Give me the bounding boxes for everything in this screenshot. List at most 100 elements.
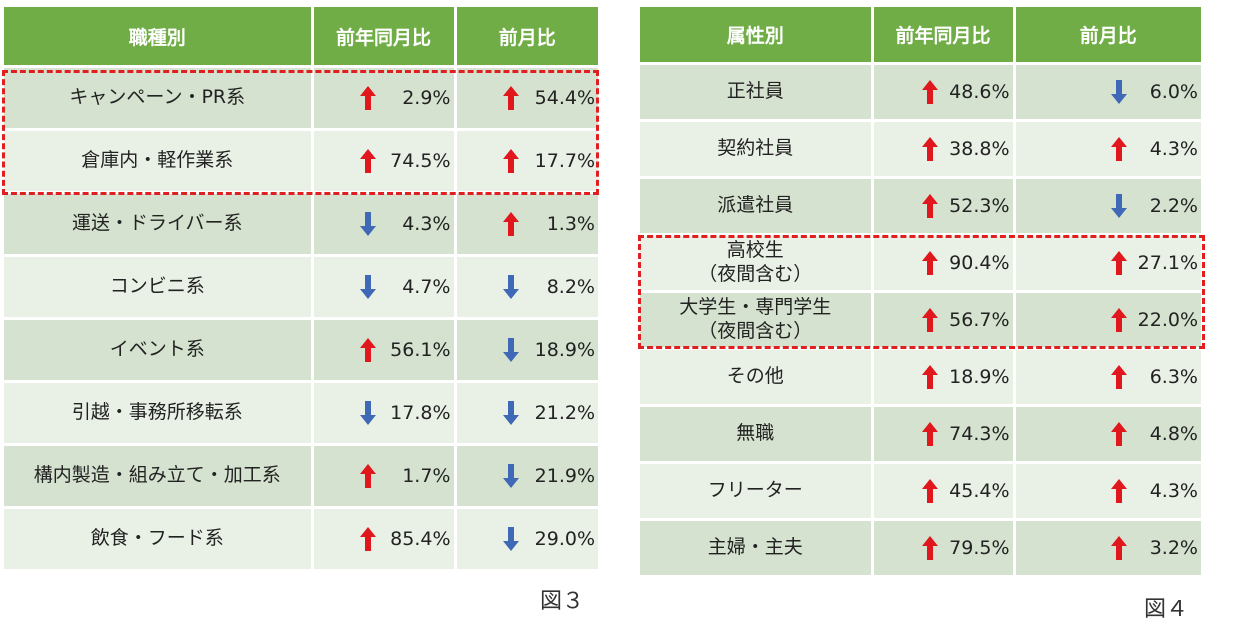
row-label: 高校生 （夜間含む） <box>640 234 874 293</box>
mom-value: 1.3% <box>546 213 595 235</box>
mom-value: 18.9% <box>534 339 595 361</box>
arrow-up-icon <box>1110 137 1127 161</box>
mom-cell: 4.3% <box>1014 462 1201 521</box>
arrow-up-icon <box>1110 251 1127 275</box>
row-label-subtext: （夜間含む） <box>698 263 813 285</box>
arrow-down-icon <box>502 464 519 488</box>
row-label: 大学生・専門学生 （夜間含む） <box>640 291 874 350</box>
yoy-cell: 4.7% <box>312 255 457 320</box>
yoy-cell: 74.3% <box>872 405 1016 464</box>
table-row: 飲食・フード系 85.4% 29.0% <box>4 507 598 572</box>
yoy-cell: 85.4% <box>312 507 457 572</box>
figure4-caption: 図４ <box>1144 597 1189 622</box>
arrow-up-icon <box>921 80 938 104</box>
yoy-cell: 56.7% <box>872 291 1016 350</box>
arrow-up-icon <box>921 194 938 218</box>
arrow-up-icon <box>502 212 519 236</box>
header-mom: 前月比 <box>1014 7 1201 65</box>
arrow-up-icon <box>1110 479 1127 503</box>
arrow-down-icon <box>1110 194 1127 218</box>
table-row: 構内製造・組み立て・加工系 1.7% 21.9% <box>4 444 598 509</box>
yoy-cell: 18.9% <box>872 348 1016 407</box>
yoy-cell: 17.8% <box>312 381 457 446</box>
mom-cell: 6.3% <box>1014 348 1201 407</box>
mom-value: 4.8% <box>1149 423 1198 445</box>
arrow-down-icon <box>502 275 519 299</box>
mom-cell: 18.9% <box>455 318 598 383</box>
row-label-text: フリーター <box>707 479 803 502</box>
mom-cell: 27.1% <box>1014 234 1201 293</box>
yoy-value: 85.4% <box>390 528 451 550</box>
row-label-subtext: （夜間含む） <box>698 320 813 342</box>
mom-cell: 1.3% <box>455 192 598 257</box>
table-row: 正社員 48.6% 6.0% <box>640 63 1201 122</box>
table-row: イベント系 56.1% 18.9% <box>4 318 598 383</box>
row-label: その他 <box>640 348 874 407</box>
arrow-up-icon <box>921 251 938 275</box>
mom-value: 2.2% <box>1149 195 1198 217</box>
row-label-text: 契約社員 <box>717 137 794 160</box>
row-label: 引越・事務所移転系 <box>4 381 314 446</box>
arrow-up-icon <box>1110 308 1127 332</box>
figure3-rows: キャンペーン・PR系 2.9% 54.4% 倉庫内・軽作業系 74.5% 17.7% 運送・… <box>4 66 598 572</box>
mom-value: 6.0% <box>1149 81 1198 103</box>
arrow-up-icon <box>359 338 376 362</box>
row-label-text: 引越・事務所移転系 <box>71 401 243 424</box>
yoy-cell: 4.3% <box>312 192 457 257</box>
table-row: フリーター 45.4% 4.3% <box>640 462 1201 521</box>
table-row: キャンペーン・PR系 2.9% 54.4% <box>4 66 598 131</box>
yoy-value: 4.3% <box>402 213 451 235</box>
table-row: 倉庫内・軽作業系 74.5% 17.7% <box>4 129 598 194</box>
header-attribute: 属性別 <box>640 7 874 65</box>
row-label: 構内製造・組み立て・加工系 <box>4 444 314 509</box>
table-row: 引越・事務所移転系 17.8% 21.2% <box>4 381 598 446</box>
yoy-value: 56.7% <box>949 309 1010 331</box>
row-label-text: 高校生 <box>726 239 784 262</box>
row-label-text: コンビニ系 <box>109 275 205 298</box>
arrow-up-icon <box>1110 422 1127 446</box>
yoy-value: 90.4% <box>949 252 1010 274</box>
arrow-down-icon <box>502 527 519 551</box>
arrow-up-icon <box>502 149 519 173</box>
arrow-down-icon <box>359 401 376 425</box>
row-label-text: 無職 <box>736 422 775 445</box>
mom-cell: 6.0% <box>1014 63 1201 122</box>
arrow-up-icon <box>921 479 938 503</box>
yoy-cell: 52.3% <box>872 177 1016 236</box>
row-label: キャンペーン・PR系 <box>4 66 314 131</box>
yoy-value: 38.8% <box>949 138 1010 160</box>
arrow-down-icon <box>359 212 376 236</box>
mom-cell: 17.7% <box>455 129 598 194</box>
yoy-cell: 38.8% <box>872 120 1016 179</box>
header-yoy: 前年同月比 <box>312 7 457 68</box>
mom-value: 17.7% <box>534 150 595 172</box>
row-label: イベント系 <box>4 318 314 383</box>
yoy-cell: 2.9% <box>312 66 457 131</box>
mom-value: 3.2% <box>1149 537 1198 559</box>
arrow-up-icon <box>359 149 376 173</box>
row-label-text: キャンペーン・PR系 <box>69 86 246 109</box>
mom-value: 4.3% <box>1149 480 1198 502</box>
row-label-text: 構内製造・組み立て・加工系 <box>33 464 281 487</box>
table-row: 主婦・主夫 79.5% 3.2% <box>640 519 1201 578</box>
yoy-cell: 79.5% <box>872 519 1016 578</box>
row-label-text: 正社員 <box>726 80 784 103</box>
row-label: 飲食・フード系 <box>4 507 314 572</box>
table-row: その他 18.9% 6.3% <box>640 348 1201 407</box>
mom-value: 21.2% <box>534 402 595 424</box>
arrow-up-icon <box>359 527 376 551</box>
row-label-text: 主婦・主夫 <box>707 536 803 559</box>
arrow-up-icon <box>921 536 938 560</box>
arrow-down-icon <box>1110 80 1127 104</box>
header-category: 職種別 <box>4 7 314 68</box>
arrow-up-icon <box>359 86 376 110</box>
arrow-up-icon <box>921 365 938 389</box>
figure3-caption: 図３ <box>540 589 585 614</box>
figure4-table: 属性別 前年同月比 前月比 正社員 48.6% 6.0% 契約社員 38.8% 4.3% 派… <box>640 7 1201 578</box>
yoy-value: 17.8% <box>390 402 451 424</box>
mom-value: 27.1% <box>1137 252 1198 274</box>
mom-cell: 29.0% <box>455 507 598 572</box>
mom-value: 21.9% <box>534 465 595 487</box>
yoy-cell: 74.5% <box>312 129 457 194</box>
row-label-text: 大学生・専門学生 <box>679 296 832 319</box>
